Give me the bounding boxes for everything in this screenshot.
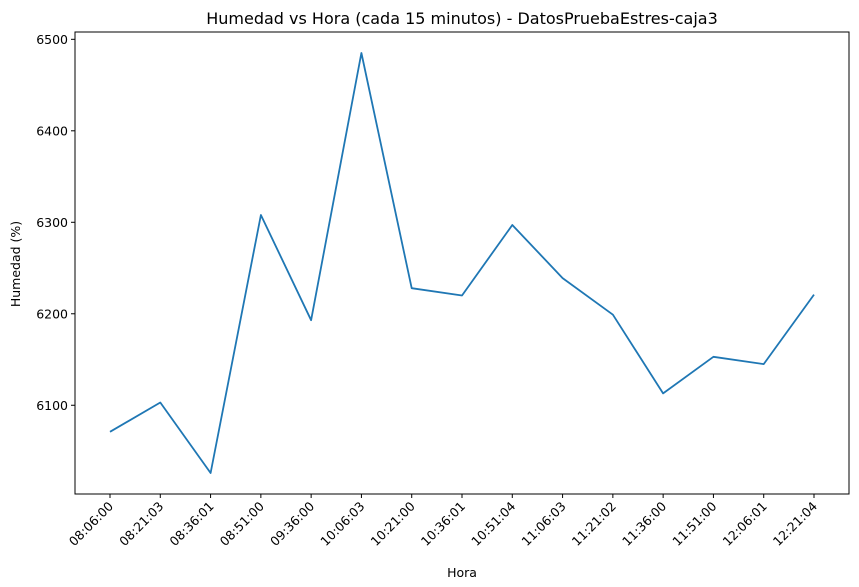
x-axis-label: Hora	[447, 565, 477, 580]
y-tick-label: 6200	[36, 306, 68, 321]
x-tick-label: 10:21:00	[368, 498, 418, 548]
y-tick-label: 6400	[36, 123, 68, 138]
y-tick-label: 6300	[36, 215, 68, 230]
x-tick-label: 08:06:00	[66, 498, 116, 548]
x-tick-label: 10:06:03	[317, 499, 367, 549]
x-tick-label: 12:06:01	[720, 499, 770, 549]
x-tick-label: 08:51:00	[217, 498, 267, 548]
plot-frame	[74, 31, 850, 495]
x-tick-label: 10:36:01	[418, 499, 468, 549]
x-tick-label: 10:51:04	[468, 498, 518, 548]
x-tick-label: 09:36:00	[267, 498, 317, 548]
x-tick-label: 11:21:02	[569, 499, 619, 549]
chart-title: Humedad vs Hora (cada 15 minutos) - Dato…	[206, 9, 718, 28]
y-tick-label: 6100	[36, 398, 68, 413]
x-tick-label: 08:36:01	[166, 499, 216, 549]
plot-area: 6100 6200 6300 6400 6500 08:06:00 08:21:03 08:3…	[36, 31, 850, 549]
x-tick-label: 08:21:03	[116, 499, 166, 549]
x-tick-label: 11:36:00	[619, 498, 669, 548]
x-tick-label: 11:06:03	[518, 499, 568, 549]
y-tick-label: 6500	[36, 32, 68, 47]
y-axis-label: Humedad (%)	[8, 221, 23, 307]
x-tick-label: 12:21:04	[770, 498, 820, 548]
series-line-humedad	[109, 52, 815, 474]
x-tick-label: 11:51:00	[669, 498, 719, 548]
